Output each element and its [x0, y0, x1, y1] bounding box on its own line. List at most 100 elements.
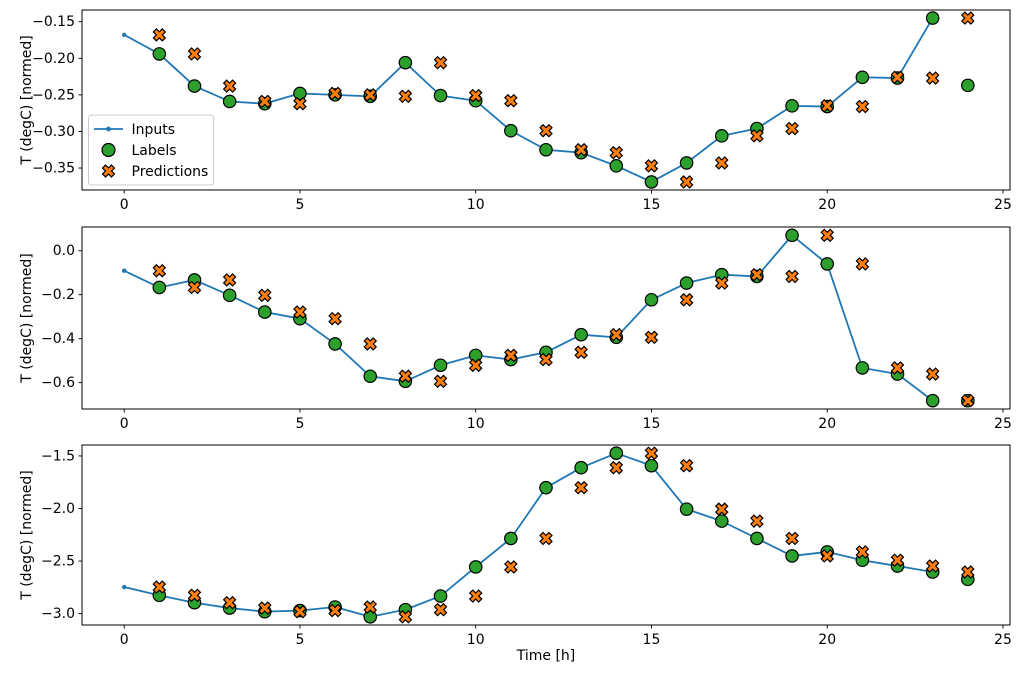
- legend-item-labels: Labels: [101, 142, 177, 159]
- inputs-line: [123, 17, 934, 183]
- predictions-markers: [152, 446, 975, 624]
- label-circle-marker: [961, 78, 975, 93]
- prediction-x-marker: [890, 553, 905, 568]
- label-circle-marker: [539, 480, 553, 495]
- prediction-x-marker: [293, 604, 307, 619]
- prediction-x-marker: [504, 560, 518, 574]
- prediction-x-marker: [609, 145, 624, 160]
- prediction-x-marker: [539, 123, 553, 138]
- prediction-x-marker: [328, 603, 342, 618]
- x-axis-label: Time [h]: [516, 648, 576, 664]
- legend-inputs-dot-sample: [106, 126, 111, 132]
- legend-item-predictions: Predictions: [101, 164, 208, 180]
- y-tick-label: −0.15: [32, 14, 75, 30]
- prediction-x-marker: [960, 11, 975, 25]
- label-circle-marker: [398, 55, 413, 70]
- prediction-x-marker: [855, 257, 870, 271]
- prediction-x-marker: [785, 531, 799, 546]
- x-tick-label: 20: [818, 416, 836, 432]
- legend-item-label: Inputs: [132, 122, 176, 138]
- prediction-x-marker: [750, 514, 764, 528]
- y-tick-label: −1.5: [41, 448, 75, 464]
- prediction-x-marker: [820, 99, 835, 113]
- x-tick-label: 15: [643, 416, 661, 432]
- label-circle-marker: [679, 156, 694, 170]
- prediction-x-marker: [433, 374, 448, 389]
- prediction-x-marker: [714, 156, 729, 170]
- label-circle-marker: [504, 123, 518, 138]
- prediction-x-marker: [293, 96, 307, 111]
- subplot-bottom: 0 5 10 15 20 25 −1.5 −2.0 −2.5 −3.0 T (degC) [norm…: [19, 444, 1012, 648]
- label-circle-marker: [855, 361, 870, 375]
- predictions-markers: [152, 11, 975, 189]
- x-tick-label: 25: [994, 197, 1012, 213]
- label-circle-marker: [644, 175, 659, 189]
- x-tick-label: 25: [994, 416, 1012, 432]
- x-tick-label: 25: [994, 632, 1012, 648]
- label-circle-marker: [328, 337, 342, 351]
- prediction-x-marker: [855, 99, 870, 114]
- label-circle-marker: [468, 560, 483, 574]
- y-axis-label: T (degC) [normed]: [19, 35, 35, 166]
- inputs-line-series: [121, 233, 935, 403]
- prediction-x-marker: [398, 369, 413, 384]
- label-circle-marker: [609, 446, 624, 461]
- x-tick-label: 20: [818, 632, 836, 648]
- prediction-x-marker: [574, 480, 588, 495]
- subplot-top: 0 5 10 15 20 25 −0.15 −0.20 −0.25 −0.30 −0.35T (de…: [19, 9, 1012, 213]
- prediction-x-marker: [574, 142, 588, 157]
- x-tick-label: 15: [643, 632, 661, 648]
- prediction-x-marker: [504, 93, 518, 108]
- x-axis-ticks: 0 5 10 15 20 25: [120, 625, 1012, 648]
- prediction-x-marker: [398, 609, 413, 624]
- label-circle-marker: [785, 549, 799, 563]
- prediction-x-marker: [820, 549, 835, 563]
- label-circle-marker: [714, 129, 729, 143]
- prediction-x-marker: [187, 47, 202, 61]
- prediction-x-marker: [960, 565, 975, 579]
- prediction-x-marker: [609, 460, 624, 475]
- prediction-x-marker: [187, 588, 202, 603]
- label-circle-marker: [644, 458, 659, 473]
- y-tick-label: −0.2: [41, 287, 75, 303]
- x-tick-label: 0: [120, 197, 129, 213]
- prediction-x-marker: [328, 311, 342, 326]
- prediction-x-marker: [187, 280, 202, 295]
- prediction-x-marker: [679, 292, 694, 307]
- y-axis-ticks: −0.15 −0.20 −0.25 −0.30 −0.35: [32, 14, 82, 177]
- label-circle-marker: [222, 288, 237, 303]
- label-circle-marker: [152, 47, 167, 61]
- prediction-x-marker: [152, 580, 167, 594]
- inputs-line-series: [121, 15, 935, 185]
- label-circle-marker: [714, 514, 729, 528]
- labels-markers: [152, 446, 975, 624]
- input-point-dot: [121, 268, 127, 273]
- label-circle-marker: [504, 531, 518, 546]
- label-circle-marker: [539, 142, 553, 157]
- predictions-markers: [152, 228, 975, 408]
- y-tick-label: −0.35: [32, 161, 75, 177]
- label-circle-marker: [750, 531, 764, 546]
- prediction-x-marker: [468, 589, 483, 603]
- x-tick-label: 0: [120, 416, 129, 432]
- label-circle-marker: [433, 88, 448, 103]
- prediction-x-marker: [539, 352, 553, 367]
- prediction-x-marker: [574, 345, 588, 360]
- prediction-x-marker: [363, 88, 378, 102]
- prediction-x-marker: [433, 55, 448, 70]
- x-tick-label: 10: [467, 197, 485, 213]
- x-tick-label: 15: [643, 197, 661, 213]
- x-axis-ticks: 0 5 10 15 20 25: [120, 190, 1012, 213]
- label-circle-marker: [574, 327, 588, 342]
- label-circle-marker: [925, 11, 940, 25]
- prediction-x-marker: [293, 305, 307, 319]
- label-circle-marker: [468, 348, 483, 363]
- y-axis-ticks: −1.5 −2.0 −2.5 −3.0: [41, 448, 82, 622]
- prediction-x-marker: [679, 458, 694, 473]
- x-tick-label: 5: [295, 416, 304, 432]
- y-tick-label: −3.0: [41, 606, 75, 622]
- label-circle-marker: [925, 393, 940, 408]
- x-tick-label: 5: [295, 197, 304, 213]
- legend: Inputs Labels Predictions: [88, 114, 214, 186]
